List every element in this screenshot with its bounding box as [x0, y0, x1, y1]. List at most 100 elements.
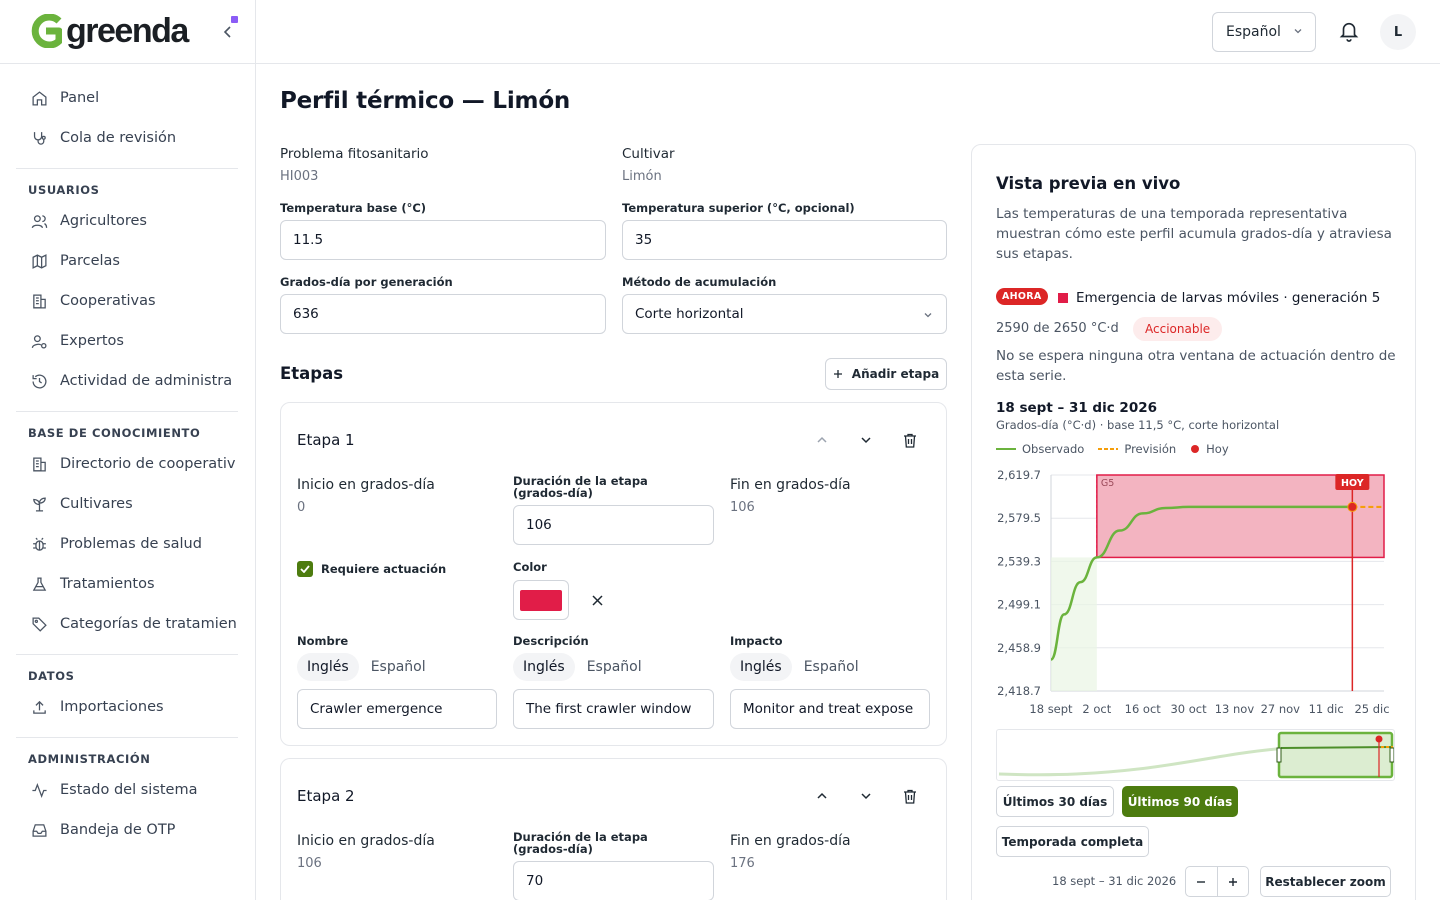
- reset-zoom-button[interactable]: Restablecer zoom: [1260, 866, 1391, 897]
- move-down-button[interactable]: [856, 786, 876, 806]
- flask-icon: [30, 575, 48, 593]
- move-down-button[interactable]: [856, 430, 876, 450]
- base-temp-input[interactable]: 11.5: [280, 220, 606, 260]
- last-90-days-button[interactable]: Últimos 90 días: [1122, 786, 1238, 817]
- chevron-left-icon: [223, 26, 231, 38]
- zoom-navigator[interactable]: [996, 729, 1395, 781]
- zoom-out-button[interactable]: [1186, 867, 1218, 896]
- desc-lang-spanish-tab[interactable]: Español: [586, 659, 642, 675]
- x-tick-label: 18 sept: [1029, 702, 1073, 716]
- upper-temp-input[interactable]: 35: [622, 220, 947, 260]
- name-input[interactable]: Crawler emergence: [297, 689, 497, 729]
- sidebar-item-label: Panel: [60, 90, 100, 106]
- chart-range-title: 18 sept – 31 dic 2026: [996, 400, 1157, 416]
- impact-lang-spanish-tab[interactable]: Español: [803, 659, 859, 675]
- stage-marker-label: G5: [1101, 478, 1114, 489]
- navigator-overview: [998, 731, 1394, 779]
- sidebar-item-coop-directory[interactable]: Directorio de cooperativ: [0, 444, 238, 484]
- preview-title: Vista previa en vivo: [996, 174, 1181, 193]
- sidebar-item-experts[interactable]: Expertos: [0, 321, 238, 361]
- chevron-up-icon: [817, 792, 827, 799]
- sidebar-item-cooperatives[interactable]: Cooperativas: [0, 281, 238, 321]
- name-language-toggle: Inglés Español: [297, 653, 438, 681]
- bell-icon: [1339, 22, 1359, 42]
- move-up-button[interactable]: [812, 430, 832, 450]
- navigator-selection-series: [1280, 746, 1394, 749]
- add-stage-button[interactable]: Añadir etapa: [825, 358, 947, 390]
- impact-input[interactable]: Monitor and treat expose: [730, 689, 930, 729]
- last-30-days-button[interactable]: Últimos 30 días: [996, 786, 1114, 817]
- now-badge: AHORA: [996, 288, 1048, 305]
- sidebar-item-label: Estado del sistema: [60, 782, 198, 798]
- sidebar-item-review-queue[interactable]: Cola de revisión: [0, 118, 238, 158]
- desc-lang-english-tab[interactable]: Inglés: [513, 653, 575, 681]
- language-select-value: Español: [1226, 24, 1281, 40]
- method-select[interactable]: Corte horizontal: [622, 294, 947, 334]
- sidebar-item-treatment-categories[interactable]: Categorías de tratamien: [0, 604, 238, 644]
- legend-forecast: Previsión: [1098, 442, 1176, 456]
- delete-stage-button[interactable]: [900, 786, 920, 806]
- sidebar-item-label: Importaciones: [60, 699, 164, 715]
- full-season-button[interactable]: Temporada completa: [996, 826, 1149, 857]
- legend-today-swatch: [1191, 445, 1200, 453]
- y-tick-label: 2,579.5: [997, 511, 1041, 525]
- color-picker[interactable]: [513, 580, 569, 620]
- sidebar-item-cultivars[interactable]: Cultivares: [0, 484, 238, 524]
- sidebar-item-panel[interactable]: Panel: [0, 78, 238, 118]
- description-input[interactable]: The first crawler window: [513, 689, 714, 729]
- duration-label: Duración de la etapa (grados-día): [513, 474, 648, 500]
- gdd-chart[interactable]: 2,619.7 2,579.5 2,539.3 2,499.1 2,458.9 2,418…: [972, 463, 1415, 723]
- sidebar-item-otp-inbox[interactable]: Bandeja de OTP: [0, 810, 238, 850]
- sidebar-item-plots[interactable]: Parcelas: [0, 241, 238, 281]
- sidebar-item-farmers[interactable]: Agricultores: [0, 201, 238, 241]
- duration-input[interactable]: 70: [513, 861, 714, 900]
- delete-stage-button[interactable]: [900, 430, 920, 450]
- add-stage-label: Añadir etapa: [851, 367, 940, 381]
- sidebar-item-health-problems[interactable]: Problemas de salud: [0, 524, 238, 564]
- chevron-down-icon: [924, 313, 932, 318]
- sidebar-item-label: Directorio de cooperativ: [60, 456, 236, 472]
- user-avatar[interactable]: L: [1380, 14, 1416, 50]
- name-lang-english-tab[interactable]: Inglés: [297, 653, 359, 681]
- navigator-selection: [1277, 731, 1394, 779]
- sidebar-item-label: Agricultores: [60, 213, 147, 229]
- language-select[interactable]: Español: [1212, 12, 1316, 52]
- clear-color-button[interactable]: [587, 590, 607, 610]
- close-icon: [591, 594, 603, 606]
- zoom-controls: [1185, 866, 1249, 897]
- move-up-button[interactable]: [812, 786, 832, 806]
- actionable-badge: Accionable: [1133, 317, 1223, 341]
- problem-label: Problema fitosanitario: [280, 146, 429, 162]
- sidebar-item-label: Categorías de tratamien: [60, 616, 237, 632]
- impact-lang-english-tab[interactable]: Inglés: [730, 653, 792, 681]
- sidebar-item-label: Cultivares: [60, 496, 133, 512]
- nav-divider: [16, 737, 238, 738]
- gd-progress: 2590 de 2650 °C·d: [996, 321, 1119, 336]
- gdd-input[interactable]: 636: [280, 294, 606, 334]
- zoom-in-button[interactable]: [1218, 867, 1249, 896]
- today-flag-label: HOY: [1341, 478, 1364, 489]
- sidebar-item-label: Problemas de salud: [60, 536, 202, 552]
- color-swatch: [520, 589, 562, 611]
- sidebar-item-imports[interactable]: Importaciones: [0, 687, 238, 727]
- greenda-logo[interactable]: greenda: [28, 14, 238, 48]
- sidebar-item-admin-activity[interactable]: Actividad de administra: [0, 361, 238, 401]
- navigator-series: [998, 745, 1394, 777]
- trash-icon: [904, 789, 916, 804]
- trash-icon: [904, 433, 916, 448]
- notifications-button[interactable]: [1338, 20, 1360, 42]
- chevron-down-icon: [1294, 29, 1302, 34]
- sidebar-item-treatments[interactable]: Tratamientos: [0, 564, 238, 604]
- stages-title: Etapas: [280, 364, 344, 383]
- nav-divider: [16, 168, 238, 169]
- duration-input[interactable]: 106: [513, 505, 714, 545]
- start-value: 106: [297, 856, 322, 871]
- preview-note: No se espera ninguna otra ventana de act…: [996, 348, 1396, 384]
- start-value: 0: [297, 500, 306, 515]
- requires-action-checkbox[interactable]: [297, 561, 313, 577]
- name-lang-spanish-tab[interactable]: Español: [370, 659, 426, 675]
- legend-observed-label: Observado: [1022, 442, 1085, 456]
- map-icon: [30, 252, 48, 270]
- collapse-sidebar-button[interactable]: [218, 22, 238, 42]
- sidebar-item-system-status[interactable]: Estado del sistema: [0, 770, 238, 810]
